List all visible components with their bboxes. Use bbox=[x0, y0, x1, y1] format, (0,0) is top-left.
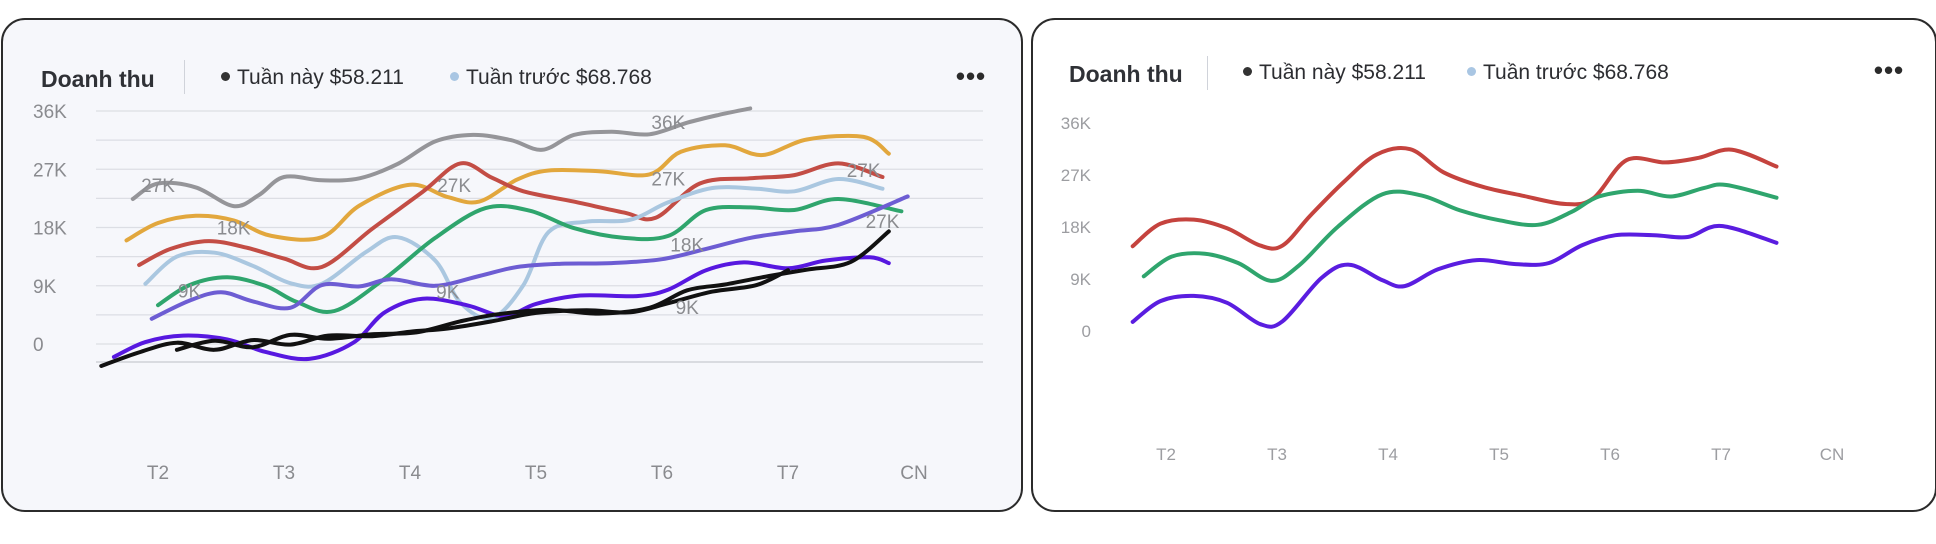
legend-item-tuan-nay[interactable]: Tuần này $58.211 bbox=[1243, 61, 1426, 85]
legend-label: Tuần này bbox=[237, 66, 324, 89]
legend-dot-icon bbox=[1467, 66, 1476, 76]
y-tick-label: 18K bbox=[33, 219, 67, 240]
legend-value: $58.211 bbox=[1351, 61, 1426, 84]
chart-card-left: Doanh thu Tuần này $58.211 Tuần trước $6… bbox=[1, 18, 1023, 512]
series-line-4 bbox=[143, 176, 885, 321]
legend-item-tuan-truoc[interactable]: Tuần trước $68.768 bbox=[450, 66, 652, 90]
data-label: 9K bbox=[676, 298, 700, 319]
legend-value: $68.768 bbox=[575, 66, 652, 89]
data-label: 36K bbox=[651, 113, 685, 134]
data-label: 18K bbox=[670, 235, 704, 256]
data-label: 9K bbox=[178, 281, 202, 302]
title-divider bbox=[184, 60, 185, 94]
x-tick-label: T3 bbox=[273, 463, 295, 484]
series-line-9 bbox=[174, 229, 891, 352]
chart-header: Doanh thu Tuần này $58.211 Tuần trước $6… bbox=[1033, 20, 1935, 110]
series-line-3 bbox=[137, 161, 885, 271]
title-divider bbox=[1207, 56, 1208, 90]
legend-item-tuan-nay[interactable]: Tuần này $58.211 bbox=[221, 66, 404, 90]
x-tick-label: T7 bbox=[777, 463, 799, 484]
y-tick-label: 36K bbox=[1061, 114, 1092, 133]
legend-value: $68.768 bbox=[1592, 61, 1669, 84]
x-tick-label: T2 bbox=[1156, 445, 1176, 464]
data-label: 27K bbox=[141, 176, 175, 197]
series-line-2 bbox=[124, 133, 891, 243]
data-label: 27K bbox=[651, 169, 685, 190]
line-chart-left: 0 9K 18K 27K 36K T2 T3 T4 T5 T6 T7 CN 36K 27K 27K 27K 27… bbox=[33, 102, 983, 484]
data-label: 27K bbox=[437, 176, 471, 197]
x-tick-label: T4 bbox=[399, 463, 422, 484]
y-tick-label: 0 bbox=[1082, 322, 1091, 341]
x-tick-label: CN bbox=[900, 463, 927, 484]
data-label: 27K bbox=[866, 212, 900, 233]
chart-card-right: Doanh thu Tuần này $58.211 Tuần trước $6… bbox=[1031, 18, 1936, 512]
y-tick-label: 0 bbox=[33, 335, 44, 356]
legend-label: Tuần này bbox=[1259, 61, 1346, 84]
series-line-1 bbox=[1130, 145, 1779, 251]
x-tick-label: T6 bbox=[651, 463, 673, 484]
x-tick-label: T5 bbox=[525, 463, 547, 484]
legend-label: Tuần trước bbox=[1483, 61, 1588, 84]
legend-value: $58.211 bbox=[329, 66, 404, 89]
x-tick-label: T3 bbox=[1267, 445, 1287, 464]
y-tick-label: 27K bbox=[1061, 166, 1092, 185]
legend-dot-icon bbox=[221, 71, 230, 81]
y-tick-label: 9K bbox=[33, 277, 57, 298]
y-tick-label: 18K bbox=[1061, 218, 1092, 237]
data-label: 27K bbox=[847, 161, 881, 182]
x-tick-label: T5 bbox=[1489, 445, 1509, 464]
series-line-2 bbox=[1141, 182, 1779, 283]
series-line-6 bbox=[149, 194, 910, 321]
data-label: 9K bbox=[436, 283, 460, 304]
legend-dot-icon bbox=[450, 71, 459, 81]
legend-label: Tuần trước bbox=[466, 66, 571, 89]
chart-title: Doanh thu bbox=[1069, 61, 1183, 87]
y-tick-label: 27K bbox=[33, 160, 67, 181]
series-line-3 bbox=[1130, 223, 1779, 329]
legend-item-tuan-truoc[interactable]: Tuần trước $68.768 bbox=[1467, 61, 1669, 85]
line-chart-right: 0 9K 18K 27K 36K T2 T3 T4 T5 T6 T7 CN bbox=[1061, 114, 1845, 464]
y-tick-label: 9K bbox=[1070, 270, 1091, 289]
data-label: 18K bbox=[217, 219, 251, 240]
legend-dot-icon bbox=[1243, 66, 1252, 76]
chart-header: Doanh thu Tuần này $58.211 Tuần trước $6… bbox=[3, 20, 1021, 110]
x-tick-label: T2 bbox=[147, 463, 169, 484]
x-tick-label: CN bbox=[1820, 445, 1845, 464]
chart-title: Doanh thu bbox=[41, 66, 155, 92]
x-tick-label: T6 bbox=[1600, 445, 1620, 464]
series-line-5 bbox=[156, 196, 904, 314]
x-tick-label: T7 bbox=[1711, 445, 1731, 464]
y-tick-label: 36K bbox=[33, 102, 67, 123]
x-tick-label: T4 bbox=[1378, 445, 1398, 464]
series-line-1 bbox=[130, 106, 753, 209]
